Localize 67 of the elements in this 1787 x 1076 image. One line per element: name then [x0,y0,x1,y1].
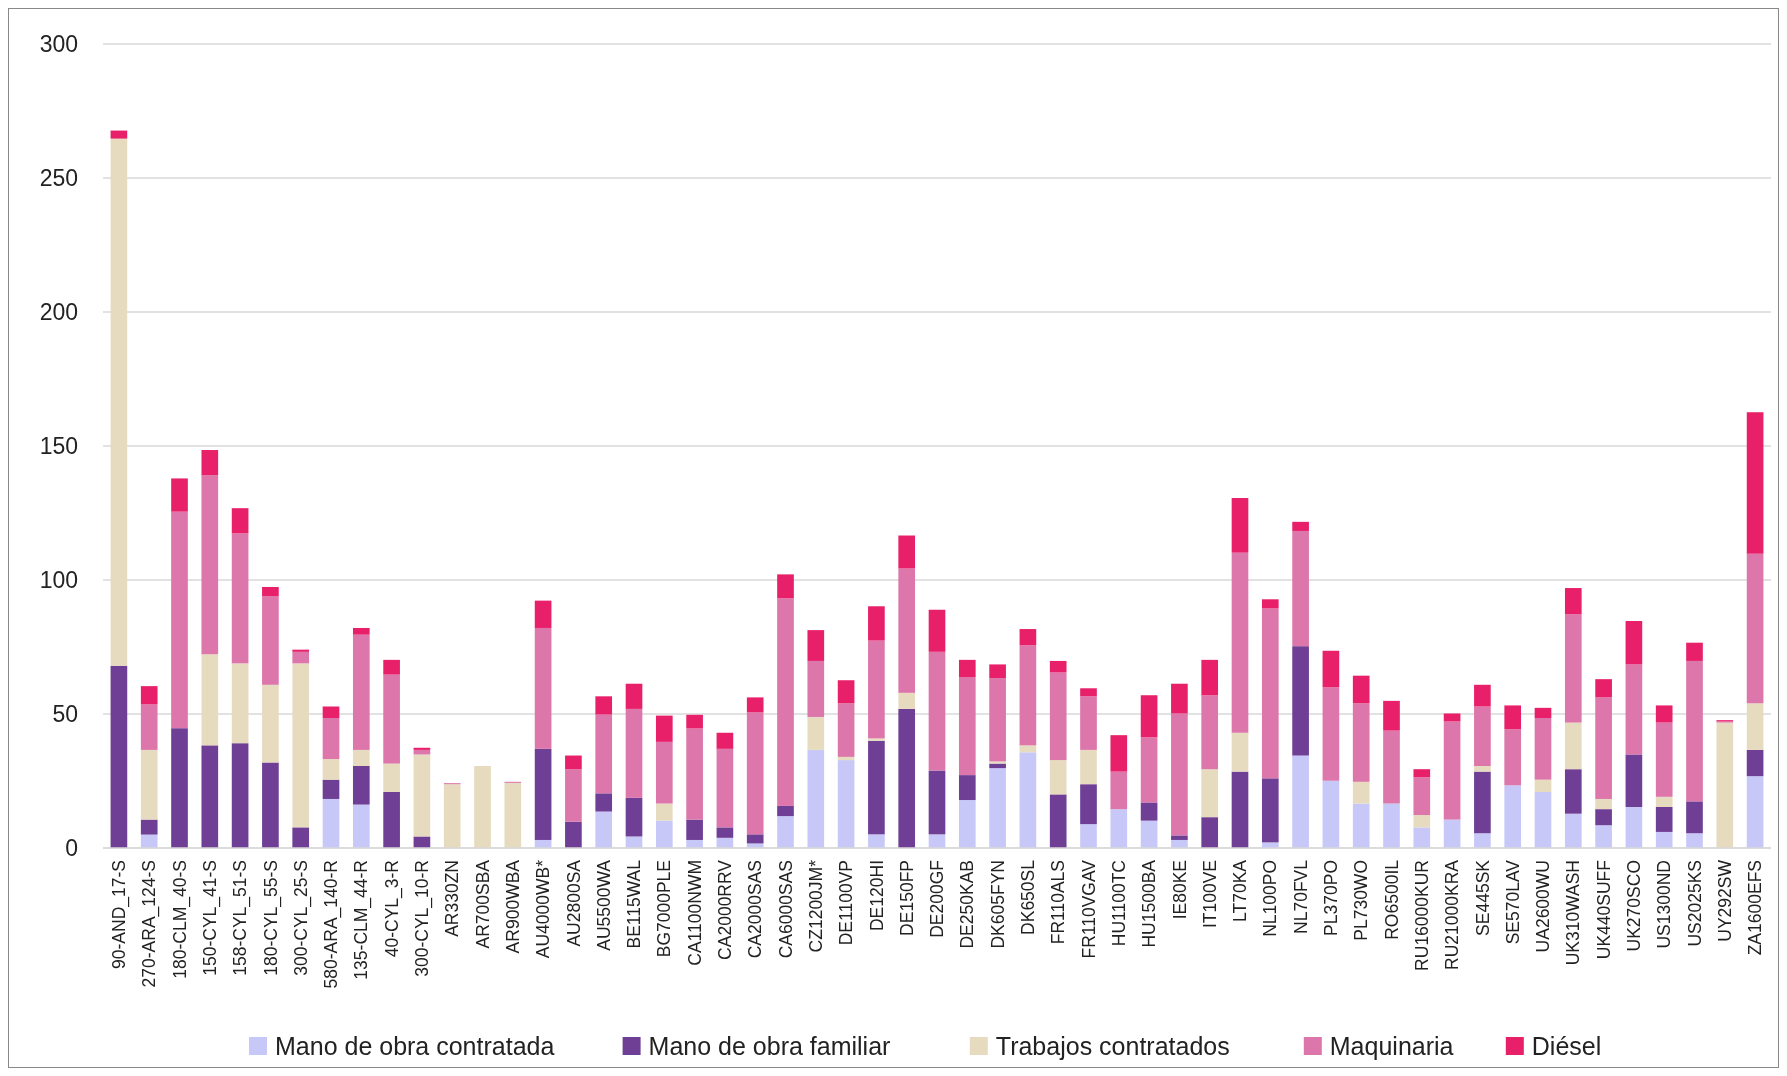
y-tick-label: 0 [65,835,78,862]
x-tick-label: US2025KS [1684,860,1705,947]
y-tick-label: 300 [39,31,78,58]
y-tick-label: 100 [39,567,78,594]
x-tick-label: DK605FYN [987,860,1008,949]
x-tick-label: UK270SCO [1624,860,1645,952]
x-tick-label: AR900WBA [502,859,523,954]
x-tick-label: SE445SK [1472,859,1493,936]
x-tick-label: 270-ARA_124-S [139,860,161,988]
y-tick-label: 250 [39,165,78,192]
x-tick-label: CA2000RRV [715,859,736,960]
x-tick-label: CA1100NWM [684,860,705,966]
x-tick-label: NL70FVL [1290,859,1311,934]
x-tick-label: HU1100TC [1108,860,1129,947]
x-tick-label: 90-AND_17-S [109,860,131,969]
x-tick-label: PL730WO [1351,860,1372,941]
x-tick-label: 150-CYL_41-S [199,860,221,976]
x-tick-label: RU21000KRA [1442,859,1463,970]
x-tick-label: 180-CLM_40-S [169,860,191,979]
x-tick-label: DK650SL [1018,859,1039,935]
x-tick-label: ZA1600EFS [1745,860,1766,956]
y-tick-label: 200 [39,299,78,326]
x-tick-label: 180-CYL_55-S [260,860,282,976]
x-tick-label: DE150FP [896,860,917,936]
x-tick-label: 158-CYL_51-S [230,860,252,976]
x-tick-label: UA2600WU [1533,860,1554,953]
x-tick-label: 580-ARA_140-R [321,860,343,989]
x-tick-label: NL100PO [1260,860,1281,937]
x-tick-label: DE1100VP [836,860,857,946]
x-tick-label: UK440SUFF [1593,860,1614,960]
x-tick-label: RU16000KUR [1411,860,1432,971]
x-tick-label: AR700SBA [472,859,493,949]
x-tick-label: CA2000SAS [745,860,766,959]
x-tick-label: FR110ALS [1048,860,1069,945]
legend-label: Mano de obra familiar [648,1031,891,1060]
legend-label: Trabajos contratados [995,1031,1230,1060]
x-tick-label: AU4000WB* [533,859,554,959]
x-tick-label: LT70KA [1230,859,1251,922]
y-tick-label: 50 [52,701,78,728]
x-tick-label: AU2800SA [563,859,584,947]
x-tick-label: IT100VE [1199,860,1220,929]
x-tick-label: UY292SW [1714,859,1735,942]
x-tick-label: UK310WASH [1563,860,1584,966]
x-tick-label: BG7000PLE [654,860,675,958]
x-tick-label: CZ1200JM* [805,859,826,953]
x-tick-label: 300-CYL_25-S [290,860,312,976]
legend-label: Diésel [1531,1031,1602,1060]
x-tick-label: AR330ZN [442,860,463,937]
x-tick-label: HU1500BA [1139,859,1160,948]
y-tick-label: 150 [39,433,78,460]
x-tick-label: RO6500IL [1381,859,1402,940]
x-tick-label: DE120HI [866,860,887,932]
x-tick-label: 40-CYL_3-R [381,860,403,958]
legend-label: Maquinaria [1329,1031,1454,1060]
x-tick-label: IE80KE [1169,860,1190,920]
x-tick-label: 135-CLM_44-R [351,860,373,980]
x-tick-label: 300-CYL_10-R [412,860,434,977]
x-tick-label: DE250KAB [957,860,978,949]
x-tick-label: AU5500WA [593,859,614,951]
x-tick-label: PL370PO [1321,860,1342,936]
x-tick-label: US1300ND [1654,860,1675,949]
x-tick-label: DE200GF [927,860,948,938]
x-tick-label: FR110VGAV [1078,859,1099,959]
x-tick-label: SE570LAV [1502,859,1523,945]
x-tick-label: BE115WAL [624,859,645,949]
x-tick-label: CA6000SAS [775,860,796,959]
legend-label: Mano de obra contratada [275,1031,555,1060]
